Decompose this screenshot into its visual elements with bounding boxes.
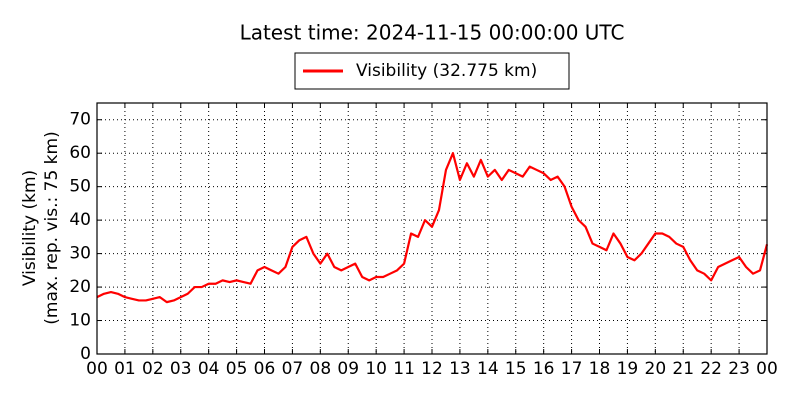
x-tick-label: 20 <box>645 359 667 379</box>
x-tick-label: 07 <box>282 359 304 379</box>
x-tick-label: 13 <box>449 359 471 379</box>
plot-frame <box>96 102 768 355</box>
y-tick-label: 30 <box>69 244 91 264</box>
x-tick-label: 10 <box>365 359 387 379</box>
x-tick-label: 09 <box>337 359 359 379</box>
y-tick-label: 60 <box>69 143 91 163</box>
chart-title: Latest time: 2024-11-15 00:00:00 UTC <box>240 21 625 45</box>
legend-label: Visibility (32.775 km) <box>356 61 537 81</box>
x-tick-label: 22 <box>700 359 722 379</box>
y-tick-label: 40 <box>69 210 91 230</box>
x-tick-label: 06 <box>254 359 276 379</box>
x-tick-label: 00 <box>86 359 108 379</box>
x-tick-label: 02 <box>142 359 164 379</box>
x-tick-label: 04 <box>198 359 220 379</box>
x-tick-label: 14 <box>477 359 499 379</box>
x-tick-label: 00 <box>756 359 778 379</box>
y-tick-label: 0 <box>80 344 91 364</box>
x-tick-label: 03 <box>170 359 192 379</box>
x-tick-label: 01 <box>114 359 136 379</box>
x-tick-label: 16 <box>533 359 555 379</box>
x-tick-label: 21 <box>672 359 694 379</box>
x-tick-label: 05 <box>226 359 248 379</box>
x-tick-label: 23 <box>728 359 750 379</box>
y-tick-label: 20 <box>69 277 91 297</box>
x-tick-label: 17 <box>561 359 583 379</box>
x-tick-label: 08 <box>310 359 332 379</box>
y-axis-label: (max. rep. vis.: 75 km) <box>42 131 62 324</box>
y-tick-label: 70 <box>69 110 91 130</box>
data-line <box>96 152 769 304</box>
x-tick-label: 19 <box>617 359 639 379</box>
x-tick-label: 12 <box>421 359 443 379</box>
x-tick-label: 15 <box>505 359 527 379</box>
y-tick-label: 10 <box>69 311 91 331</box>
y-axis-label: Visibility (km) <box>20 170 40 286</box>
x-tick-label: 18 <box>589 359 611 379</box>
x-tick-label: 11 <box>393 359 415 379</box>
y-tick-label: 50 <box>69 177 91 197</box>
